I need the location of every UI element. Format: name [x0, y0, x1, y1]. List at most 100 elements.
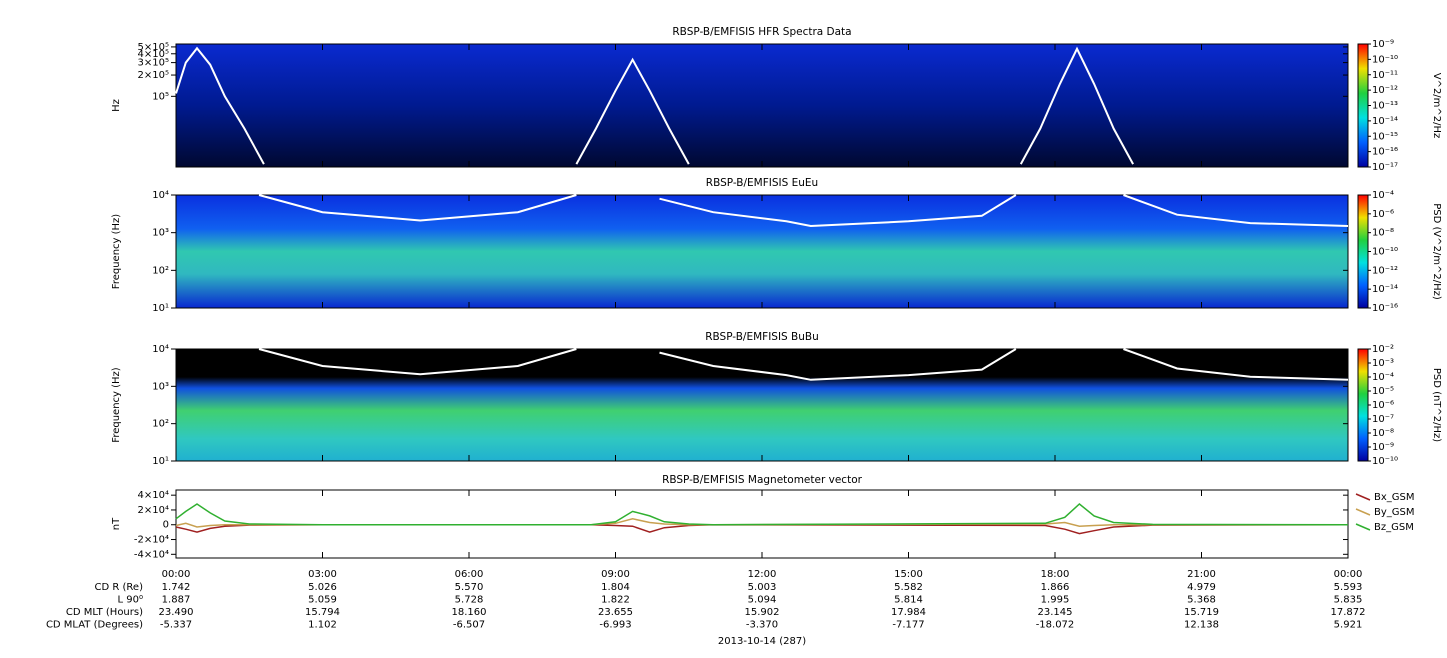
series-line — [175, 518, 1348, 528]
spectrogram-image — [176, 195, 1348, 308]
ephemeris-value: 23.655 — [598, 607, 633, 618]
ephemeris-value: 23.145 — [1038, 607, 1073, 618]
y-axis-label: nT — [111, 517, 122, 530]
y-axis-label: Frequency (Hz) — [111, 367, 122, 443]
ephemeris-value: 5.814 — [894, 595, 923, 606]
y-tick-label: 4×10⁵ — [138, 49, 169, 60]
colorbar-tick-label: 10⁻² — [1372, 344, 1394, 355]
x-tick-label: 12:00 — [748, 569, 777, 580]
plot-layer: RBSP-B/EMFISIS HFR Spectra Data Hz 10⁵ 2×10… — [46, 26, 1442, 647]
y-tick-label: 10⁴ — [152, 344, 169, 355]
y-tick-label: -2×10⁴ — [134, 535, 169, 546]
ephemeris-value: 4.979 — [1187, 582, 1216, 593]
x-tick-label: 00:00 — [1334, 569, 1363, 580]
ephemeris-value: -6.993 — [599, 620, 631, 631]
y-tick-label: 4×10⁴ — [138, 490, 169, 501]
y-tick-label: 10³ — [152, 381, 169, 392]
colorbar-tick-label: 10⁻⁹ — [1372, 442, 1394, 453]
panel-title: RBSP-B/EMFISIS Magnetometer vector — [662, 474, 863, 486]
ephemeris-value: 5.921 — [1334, 620, 1363, 631]
y-tick-label: 3×10⁵ — [138, 58, 169, 69]
colorbar-tick-label: 10⁻⁶ — [1372, 209, 1394, 220]
x-tick-label: 18:00 — [1041, 569, 1070, 580]
cutoff-line — [659, 194, 1017, 228]
y-tick-label: 10⁵ — [152, 91, 169, 102]
cutoff-line — [258, 194, 577, 222]
legend-swatch — [1355, 508, 1371, 516]
series-line — [175, 503, 1349, 526]
ephemeris-value: 1.102 — [308, 620, 337, 631]
ephemeris-value: 17.984 — [891, 607, 926, 618]
ephemeris-value: 15.794 — [305, 607, 340, 618]
colorbar-tick-label: 10⁻⁹ — [1372, 39, 1394, 50]
ephemeris-value: 15.719 — [1184, 607, 1219, 618]
x-tick-label: 21:00 — [1187, 569, 1216, 580]
ephemeris-value: 1.887 — [162, 595, 191, 606]
legend-swatch — [1355, 523, 1371, 531]
colorbar-label: V^2/m^2/Hz — [1431, 73, 1442, 139]
colorbar-tick-label: 10⁻¹⁰ — [1372, 54, 1398, 65]
cutoff-line — [175, 46, 265, 165]
x-tick-label: 00:00 — [162, 569, 191, 580]
ephemeris-value: -6.507 — [453, 620, 485, 631]
ephemeris-value: 18.160 — [452, 607, 487, 618]
panel-title: RBSP-B/EMFISIS EuEu — [706, 177, 818, 189]
y-tick-label: 2×10⁴ — [138, 505, 169, 516]
colorbar-tick-label: 10⁻¹⁷ — [1372, 162, 1398, 173]
colorbar-tick-label: 10⁻⁵ — [1372, 386, 1394, 397]
colorbar-label: PSD (nT^2/Hz) — [1431, 368, 1442, 442]
colorbar-tick-label: 10⁻¹² — [1372, 265, 1398, 276]
colorbar — [1357, 194, 1369, 309]
colorbar-tick-label: 10⁻¹⁰ — [1372, 456, 1398, 467]
ephemeris-value: 1.742 — [162, 582, 191, 593]
y-tick-label: 10¹ — [152, 456, 169, 467]
plot-frame — [175, 348, 1349, 462]
colorbar-tick-label: 10⁻³ — [1372, 358, 1394, 369]
y-axis-label: Frequency (Hz) — [111, 214, 122, 290]
y-tick-label: -4×10⁴ — [134, 549, 169, 560]
ephemeris-value: -18.072 — [1036, 620, 1075, 631]
ephemeris-value: 5.059 — [308, 595, 337, 606]
date-label: 2013-10-14 (287) — [718, 636, 806, 647]
ephemeris-value: 5.026 — [308, 582, 337, 593]
colorbar — [1357, 348, 1369, 462]
legend-swatch — [1355, 493, 1371, 501]
colorbar-tick-label: 10⁻⁸ — [1372, 428, 1394, 439]
colorbar-tick-label: 10⁻¹¹ — [1372, 70, 1398, 81]
x-tick-label: 09:00 — [601, 569, 630, 580]
ephemeris-value: 1.804 — [601, 582, 630, 593]
ephemeris-value: -3.370 — [746, 620, 778, 631]
y-tick-label: 5×10⁵ — [138, 42, 169, 53]
legend-label: Bz_GSM — [1374, 522, 1414, 533]
colorbar-tick-label: 10⁻⁸ — [1372, 228, 1394, 239]
plot-frame — [175, 43, 1349, 168]
y-tick-label: 0 — [163, 520, 169, 531]
ephemeris-label: CD MLT (Hours) — [66, 607, 143, 618]
y-tick-label: 10² — [152, 265, 169, 276]
x-tick-label: 15:00 — [894, 569, 923, 580]
ephemeris-value: 15.902 — [745, 607, 780, 618]
ephemeris-value: 5.368 — [1187, 595, 1216, 606]
ephemeris-value: 12.138 — [1184, 620, 1219, 631]
y-tick-label: 2×10⁵ — [138, 70, 169, 81]
spectrogram-image — [176, 44, 1348, 167]
cutoff-line — [1123, 194, 1349, 227]
colorbar-tick-label: 10⁻¹⁶ — [1372, 303, 1398, 314]
y-tick-label: 10⁴ — [152, 190, 169, 201]
colorbar — [1357, 43, 1369, 168]
ephemeris-value: 23.490 — [159, 607, 194, 618]
ephemeris-value: 17.872 — [1331, 607, 1366, 618]
colorbar-tick-label: 10⁻⁶ — [1372, 400, 1394, 411]
colorbar-tick-label: 10⁻¹⁴ — [1372, 284, 1398, 295]
legend-label: By_GSM — [1374, 507, 1415, 518]
colorbar-tick-label: 10⁻¹⁶ — [1372, 147, 1398, 158]
colorbar-tick-label: 10⁻¹³ — [1372, 101, 1398, 112]
cutoff-line — [575, 57, 690, 165]
y-axis-label: Hz — [111, 99, 122, 112]
ephemeris-value: 5.582 — [894, 582, 923, 593]
spectrogram-image — [176, 349, 1348, 461]
y-tick-label: 10³ — [152, 228, 169, 239]
colorbar-tick-label: 10⁻¹⁵ — [1372, 131, 1398, 142]
